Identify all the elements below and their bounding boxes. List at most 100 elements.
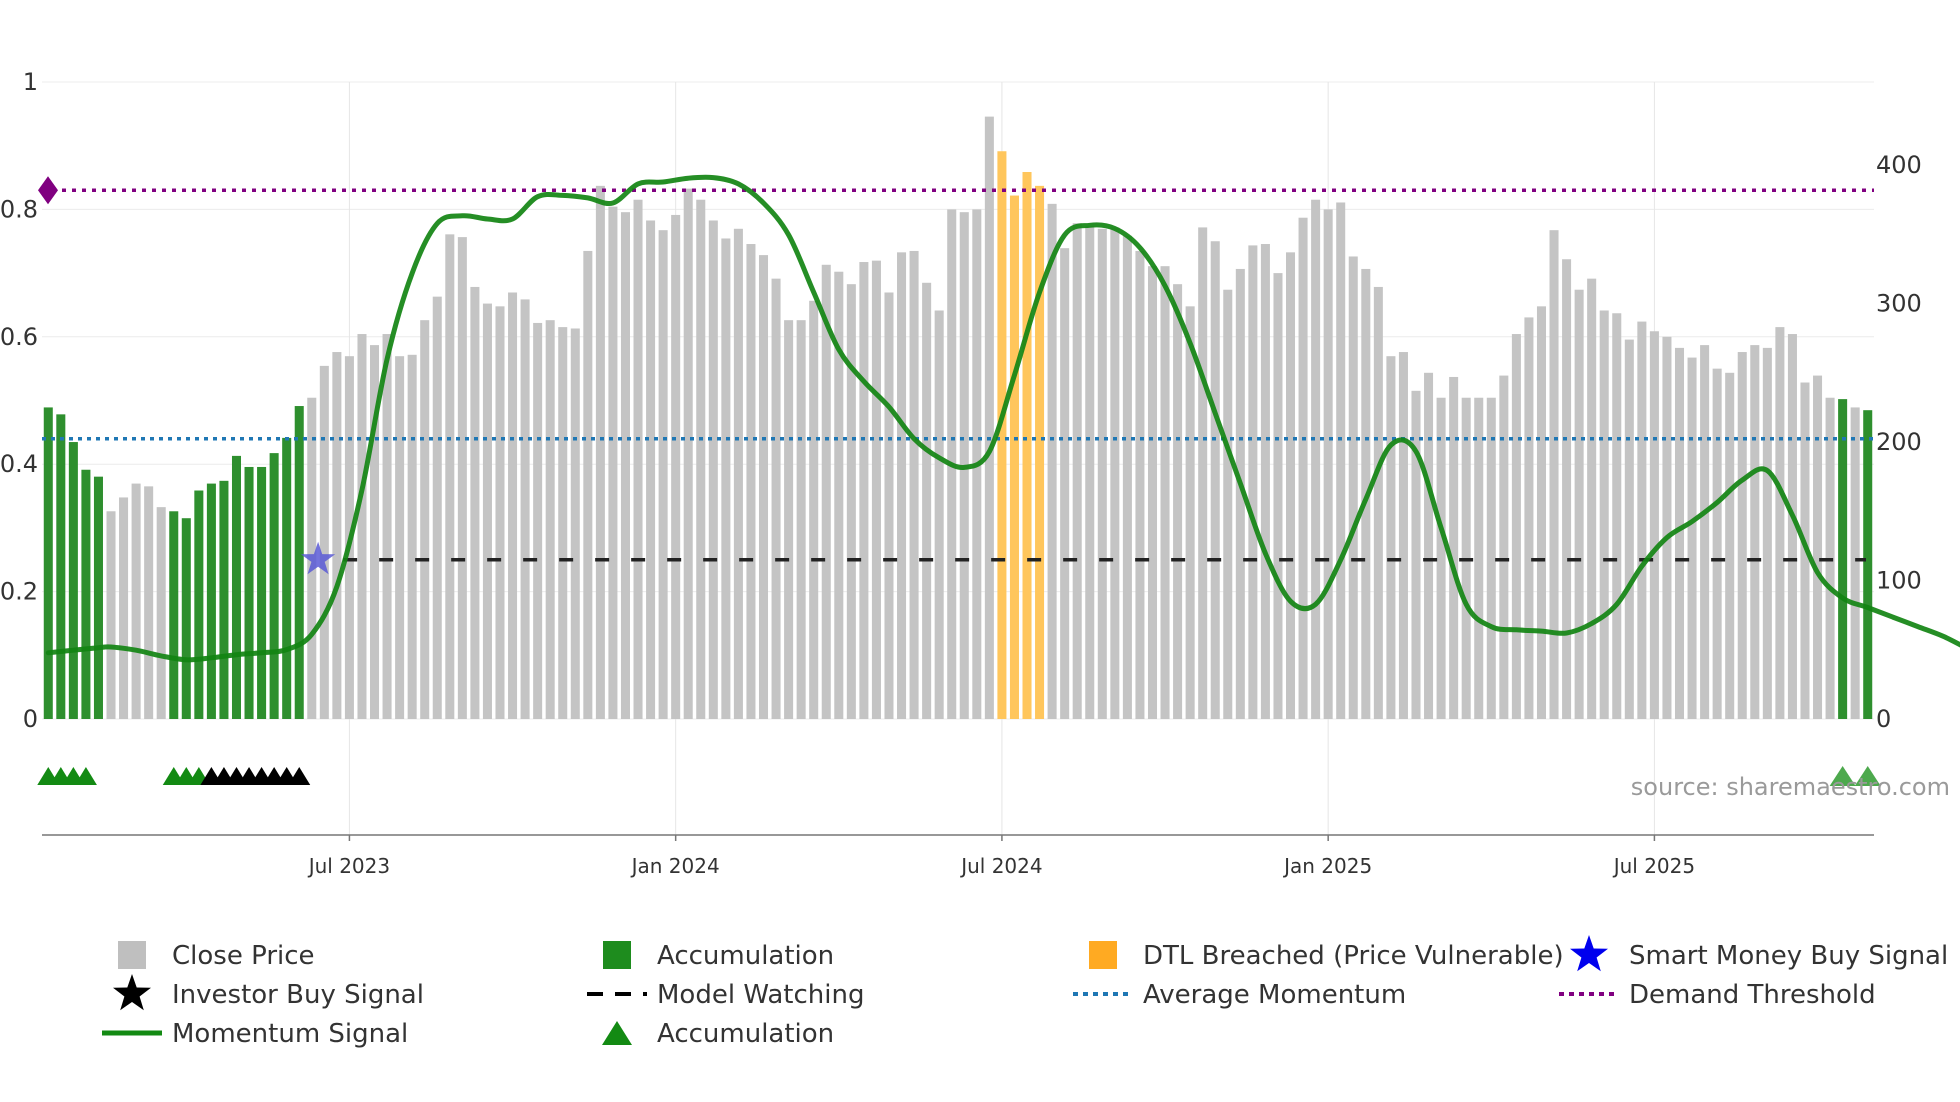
- momentum-signal-line: [45, 174, 1960, 663]
- close-price-bar: [884, 292, 894, 719]
- legend-star-icon: [1570, 935, 1608, 972]
- close-price-bar: [1787, 334, 1797, 719]
- close-price-bar: [696, 199, 706, 719]
- gridlines: [42, 81, 1874, 835]
- close-price-bar: [1273, 273, 1283, 719]
- accumulation-bar: [1838, 399, 1848, 719]
- close-price-bar: [131, 483, 141, 719]
- legend-swatch: [603, 941, 631, 969]
- axes: 0 0.2 0.4 0.6 0.8 1 0 100 200 300 400 Jul 2023 Jan 2…: [0, 68, 1922, 878]
- left-tick-label: 0: [23, 705, 38, 733]
- close-price-bar: [984, 116, 994, 720]
- close-price-bar: [1649, 331, 1659, 719]
- close-price-bar: [758, 255, 769, 719]
- smart-money-buy-star: [300, 541, 336, 575]
- close-price-bar: [1712, 368, 1722, 719]
- close-price-bar: [533, 322, 543, 719]
- close-price-bar: [1122, 235, 1132, 719]
- legend-swatch: [1089, 941, 1117, 969]
- legend-item: Momentum Signal: [102, 1019, 408, 1049]
- close-price-bar: [1348, 256, 1358, 719]
- close-price-bar: [721, 238, 731, 720]
- close-price-bar: [1260, 244, 1270, 719]
- close-price-bar: [1223, 289, 1233, 719]
- legend-item: Smart Money Buy Signal: [1570, 935, 1948, 972]
- close-price-bar: [871, 260, 881, 719]
- legend-item: Accumulation: [602, 1019, 834, 1049]
- close-price-bar: [658, 230, 668, 720]
- close-price-bar: [1486, 397, 1496, 719]
- close-price-bar: [1373, 286, 1383, 719]
- close-price-bar: [1424, 372, 1434, 719]
- close-price-bar: [1549, 230, 1559, 720]
- accumulation-bar: [282, 437, 292, 719]
- legend-label: Smart Money Buy Signal: [1629, 941, 1948, 971]
- close-price-bar: [1210, 241, 1220, 719]
- close-price-bar: [1813, 375, 1823, 719]
- accumulation-bar: [206, 483, 216, 719]
- close-price-bar: [1135, 250, 1145, 719]
- accumulation-bar: [181, 518, 191, 719]
- x-tick-label: Jan 2024: [630, 854, 720, 878]
- close-price-bar: [595, 185, 605, 720]
- close-price-bar: [1474, 397, 1484, 719]
- legend-item: Average Momentum: [1073, 980, 1406, 1010]
- left-tick-label: 1: [23, 68, 38, 96]
- close-price-bar: [445, 234, 455, 719]
- close-price-bar: [395, 356, 405, 719]
- close-price-bar: [1286, 252, 1296, 719]
- momentum-signal: [45, 174, 1960, 663]
- reference-lines: [38, 176, 1874, 562]
- close-price-bar: [1085, 226, 1095, 719]
- close-price-bar: [1386, 356, 1396, 719]
- close-price-bar: [407, 354, 417, 719]
- left-tick-label: 0.6: [0, 323, 38, 351]
- source-label: source: sharemaestro.com: [1631, 773, 1950, 801]
- close-price-bar: [106, 511, 116, 719]
- close-price-bar: [1097, 228, 1107, 720]
- close-price-bar: [1637, 321, 1647, 719]
- close-price-bar: [1750, 345, 1760, 719]
- legend-item: Demand Threshold: [1559, 980, 1876, 1010]
- accumulation-bar: [257, 466, 267, 719]
- close-price-bar: [558, 327, 568, 719]
- close-price-bar: [508, 292, 518, 719]
- dtl-breached-bar: [997, 151, 1007, 720]
- close-price-bar: [1110, 227, 1120, 719]
- close-price-bar: [1499, 375, 1509, 719]
- legend-star-icon: [113, 974, 151, 1011]
- close-price-bar: [1536, 306, 1546, 719]
- close-price-bar: [897, 252, 907, 719]
- close-price-bar: [470, 286, 480, 719]
- close-price-bar: [633, 199, 643, 719]
- left-tick-label: 0.8: [0, 195, 38, 223]
- accumulation-marker: [74, 767, 97, 785]
- close-price-bar: [683, 188, 693, 719]
- close-price-bar: [1775, 327, 1785, 719]
- close-price-bar: [1662, 336, 1672, 719]
- accumulation-marker: [1854, 766, 1881, 786]
- close-price-bar: [520, 299, 530, 719]
- close-price-bar: [708, 220, 718, 720]
- close-price-bar: [733, 228, 743, 720]
- legend-label: Accumulation: [657, 1019, 834, 1049]
- close-price-bar: [784, 320, 794, 719]
- close-price-bar: [1737, 352, 1747, 719]
- close-price-bar: [1687, 357, 1697, 719]
- close-price-bar: [796, 320, 806, 719]
- signal-markers: [37, 541, 1881, 786]
- close-price-bar: [1574, 289, 1584, 719]
- close-price-bars: [43, 116, 1873, 720]
- left-tick-label: 0.4: [0, 450, 38, 478]
- investor-buy-marker: [288, 767, 311, 785]
- legend-item: Model Watching: [587, 980, 864, 1010]
- right-tick-label: 200: [1876, 428, 1922, 456]
- close-price-bar: [156, 507, 166, 719]
- legend-swatch: [118, 941, 146, 969]
- accumulation-bar: [244, 466, 254, 719]
- close-price-bar: [1587, 278, 1597, 719]
- close-price-bar: [771, 278, 781, 719]
- accumulation-bar: [1863, 410, 1873, 719]
- accumulation-bar: [231, 455, 242, 719]
